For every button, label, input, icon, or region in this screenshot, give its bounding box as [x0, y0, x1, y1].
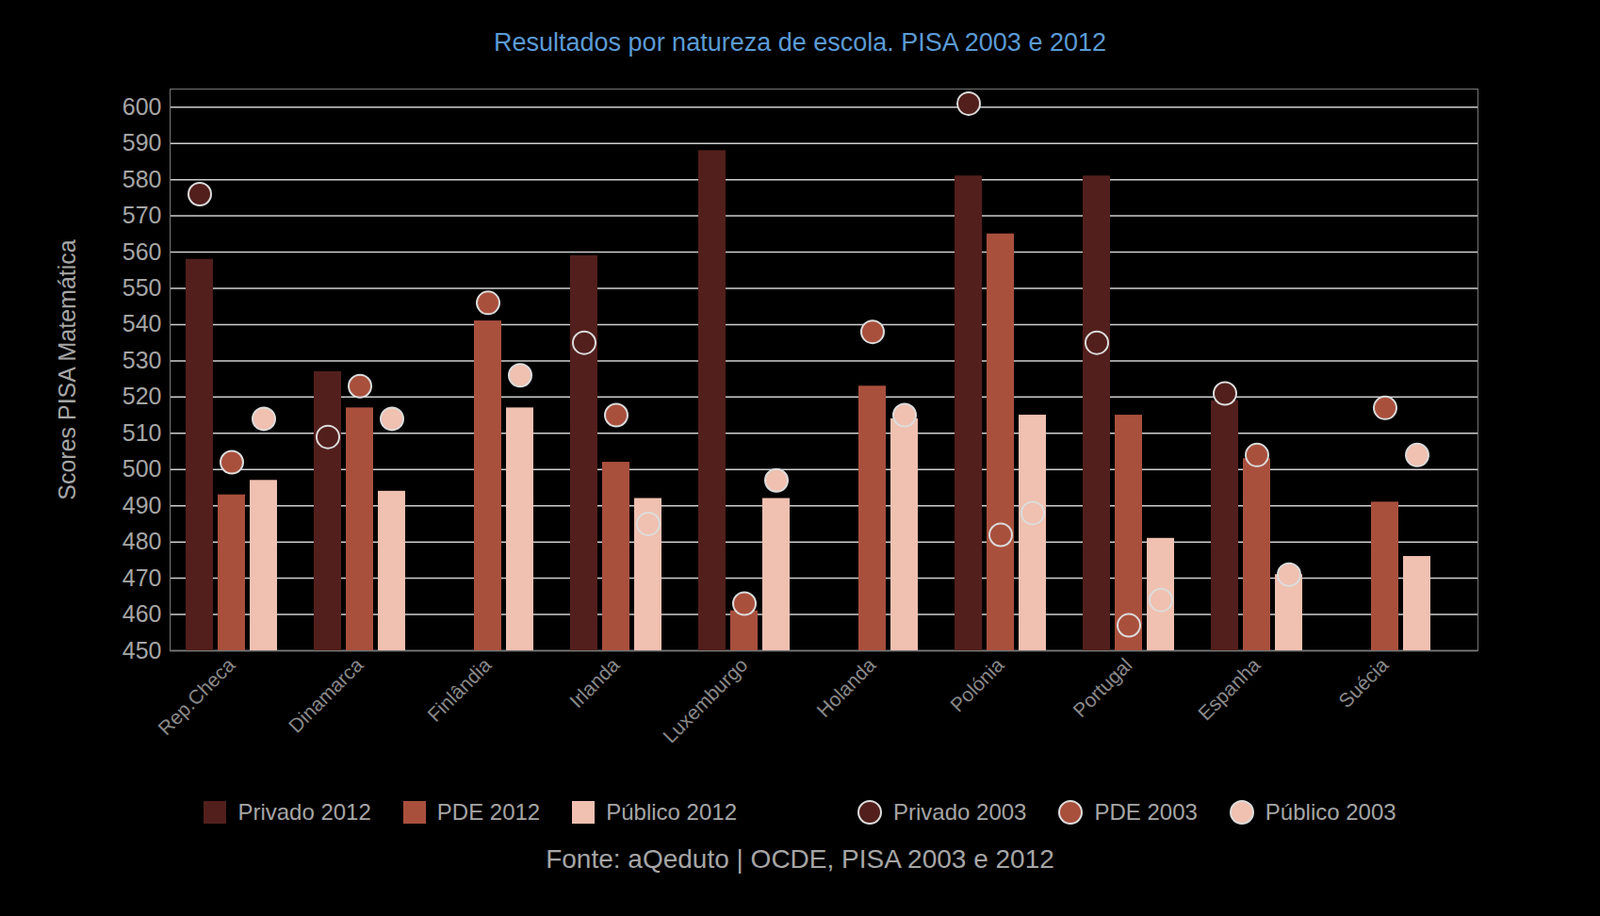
svg-text:Suécia: Suécia [1334, 653, 1393, 712]
svg-text:500: 500 [122, 455, 163, 482]
html-text:Resultados por natureza de esc: Resultados por natureza de escola. PISA … [493, 28, 1107, 57]
html-text:PDE 2012: PDE 2012 [437, 799, 541, 825]
svg-text:570: 570 [122, 201, 163, 229]
svg-text:520: 520 [122, 382, 163, 409]
svg-text:560: 560 [122, 238, 163, 265]
html-text:Público 2012: Público 2012 [606, 799, 737, 825]
svg-text:490: 490 [122, 491, 163, 519]
html-text:PDE 2003: PDE 2003 [1094, 799, 1198, 825]
svg-text:580: 580 [122, 165, 163, 193]
html-text:Fonte: aQeduto | OCDE, PISA 20: Fonte: aQeduto | OCDE, PISA 2003 e 2012 [545, 844, 1055, 874]
svg-text:550: 550 [122, 274, 163, 301]
svg-text:510: 510 [122, 419, 163, 446]
html-text:Privado 2003: Privado 2003 [893, 799, 1027, 825]
svg-text:530: 530 [122, 346, 163, 374]
svg-text:Scores PISA Matemática: Scores PISA Matemática [53, 239, 81, 501]
svg-text:450: 450 [122, 636, 163, 664]
svg-text:Irlanda: Irlanda [565, 653, 624, 712]
svg-text:590: 590 [122, 129, 163, 156]
svg-text:Luxemburgo: Luxemburgo [658, 653, 752, 748]
svg-text:Portugal: Portugal [1068, 653, 1137, 722]
html-text:Público 2003: Público 2003 [1265, 799, 1397, 825]
svg-text:480: 480 [122, 527, 163, 555]
svg-text:Polónia: Polónia [946, 653, 1009, 716]
svg-text:540: 540 [122, 310, 163, 337]
svg-text:470: 470 [122, 564, 163, 591]
svg-text:Dinamarca: Dinamarca [284, 653, 368, 736]
svg-text:Espanha: Espanha [1193, 653, 1265, 724]
svg-text:460: 460 [122, 600, 163, 627]
svg-text:Rep.Checa: Rep.Checa [153, 653, 240, 739]
svg-text:Finlândia: Finlândia [423, 653, 496, 726]
html-text:Privado 2012: Privado 2012 [237, 799, 372, 825]
svg-text:Holanda: Holanda [812, 653, 881, 721]
svg-text:600: 600 [122, 93, 163, 120]
